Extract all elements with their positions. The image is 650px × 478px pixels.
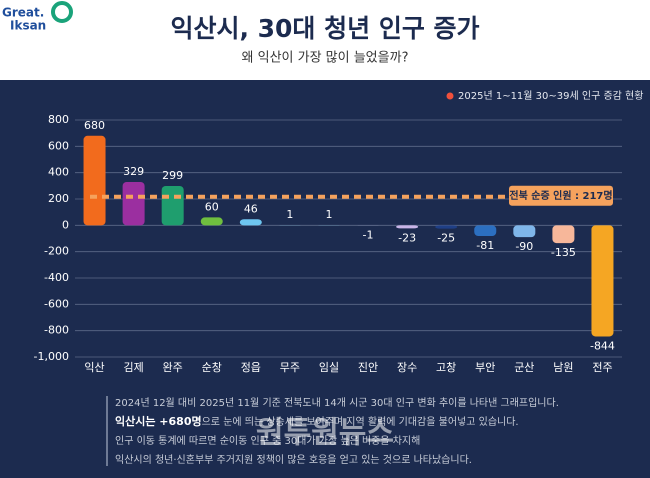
- x-tick-label: 진안: [358, 361, 378, 374]
- bar: [552, 225, 575, 244]
- value-label: -1: [363, 228, 374, 241]
- y-tick-label: -600: [44, 297, 69, 310]
- value-label: -135: [551, 246, 576, 259]
- x-tick-label: 부안: [475, 361, 495, 374]
- x-tick-label: 익산: [84, 361, 104, 374]
- note-line: 익산시의 청년·신혼부부 주거지원 정책이 많은 호응을 얻고 있는 것으로 나…: [115, 453, 472, 466]
- x-tick-label: 남원: [553, 361, 573, 374]
- y-tick-label: 400: [48, 166, 69, 179]
- x-tick-label: 군산: [514, 361, 534, 374]
- x-tick-label: 완주: [163, 361, 183, 374]
- bar: [474, 225, 497, 236]
- x-tick-label: 무주: [280, 361, 300, 374]
- x-tick-label: 장수: [397, 361, 417, 374]
- y-tick-label: 800: [48, 113, 69, 126]
- x-tick-label: 순창: [202, 361, 222, 374]
- bar: [513, 225, 536, 238]
- x-tick-label: 전주: [592, 361, 612, 374]
- bar: [83, 135, 106, 226]
- logo-mark: [51, 1, 73, 23]
- y-tick-label: -1,000: [34, 350, 69, 363]
- bar: [591, 225, 614, 337]
- x-tick-label: 김제: [123, 361, 143, 374]
- bar: [435, 225, 458, 229]
- logo: Great.: [2, 6, 44, 20]
- value-label: -844: [590, 339, 615, 352]
- y-tick-label: 600: [48, 139, 69, 152]
- note-text: 인구 이동 통계에 따르면 순이동 인구 중 30대가 가장 높은 비중을 차지…: [115, 434, 420, 447]
- bar: [161, 185, 184, 226]
- note-text: 익산시의 청년·신혼부부 주거지원 정책이 많은 호응을 얻고 있는 것으로 나…: [115, 453, 472, 466]
- y-tick-label: -400: [44, 271, 69, 284]
- y-tick-label: -800: [44, 324, 69, 337]
- bar: [122, 182, 145, 226]
- x-tick-label: 고창: [436, 361, 456, 374]
- note-text: 2024년 12월 대비 2025년 11월 기준 전북도내 14개 시군 30…: [115, 396, 559, 409]
- header-bg: [0, 0, 650, 80]
- note-line: 2024년 12월 대비 2025년 11월 기준 전북도내 14개 시군 30…: [115, 396, 559, 409]
- y-tick-label: 200: [48, 192, 69, 205]
- logo: Iksan: [10, 19, 46, 33]
- value-label: 1: [325, 208, 332, 221]
- bar: [239, 219, 262, 226]
- value-label: 680: [84, 119, 105, 132]
- value-label: -23: [398, 231, 416, 244]
- value-label: 1: [286, 208, 293, 221]
- value-label: 299: [162, 169, 183, 182]
- value-label: -90: [515, 240, 533, 253]
- legend-label: 2025년 1~11월 30~39세 인구 증감 현황: [458, 90, 643, 102]
- bar: [200, 217, 223, 226]
- x-tick-label: 임실: [319, 361, 339, 374]
- y-tick-label: -200: [44, 245, 69, 258]
- note-text: 으로 눈에 띄는 상승세를 보여주며 지역 활력에 기대감을 불어넣고 있습니다…: [202, 415, 519, 428]
- value-label: 329: [123, 165, 144, 178]
- x-tick-label: 정읍: [241, 361, 261, 374]
- value-label: -81: [476, 239, 494, 252]
- note-bold: 익산시는 +680명: [115, 414, 202, 428]
- value-label: 60: [205, 200, 219, 213]
- y-tick-label: 0: [62, 218, 69, 231]
- value-label: 46: [244, 202, 258, 215]
- note-line: 인구 이동 통계에 따르면 순이동 인구 중 30대가 가장 높은 비중을 차지…: [115, 434, 420, 447]
- reference-label: 전북 순증 인원 : 217명: [509, 189, 612, 202]
- note-line: 익산시는 +680명으로 눈에 띄는 상승세를 보여주며 지역 활력에 기대감을…: [115, 414, 519, 428]
- bar: [396, 225, 419, 229]
- value-label: -25: [437, 232, 455, 245]
- title: 익산시, 30대 청년 인구 증가: [170, 14, 479, 43]
- subtitle: 왜 익산이 가장 많이 늘었을까?: [242, 51, 409, 66]
- reference-label-bg: [509, 185, 613, 206]
- legend-dot: [446, 92, 454, 100]
- watermark: 원투원뉴스: [256, 416, 394, 451]
